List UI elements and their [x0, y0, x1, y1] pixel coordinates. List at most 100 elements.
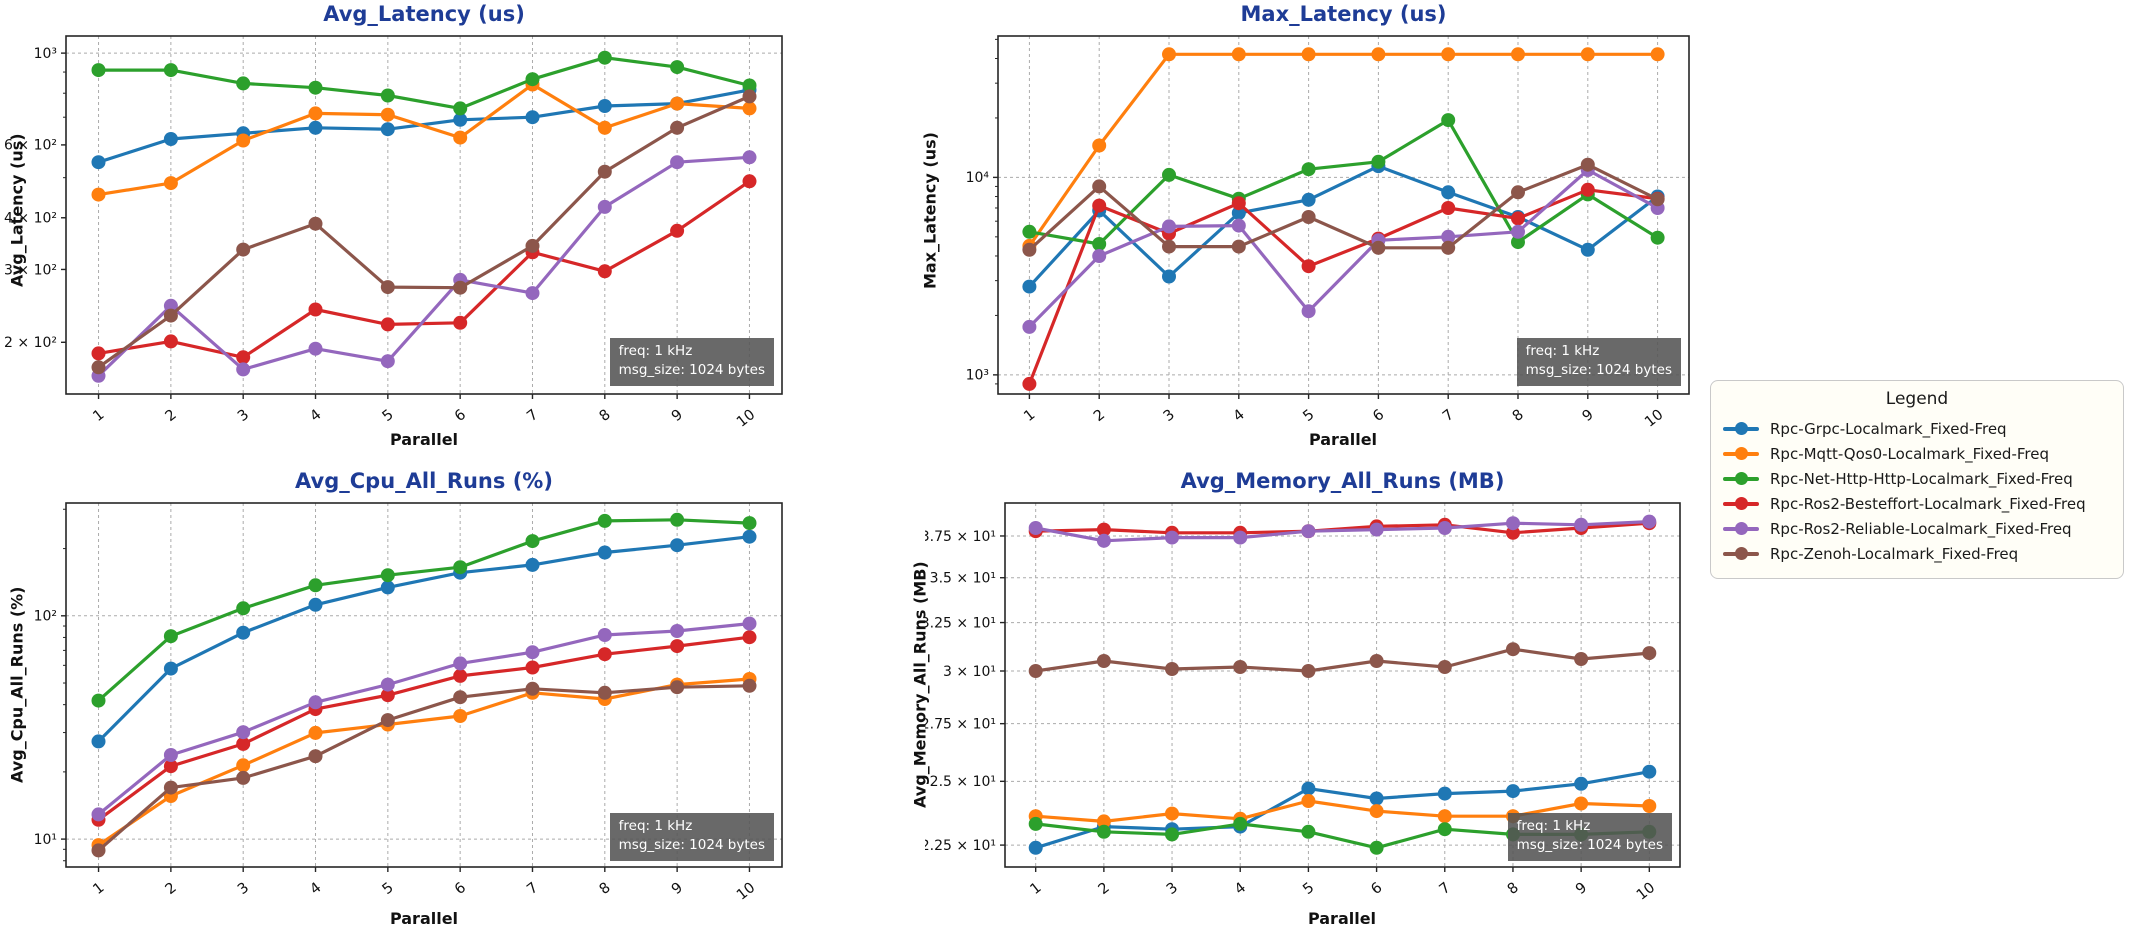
y-tick-label: 3 × 10²: [4, 262, 57, 278]
data-point: [1437, 786, 1452, 801]
chart-title: Avg_Memory_All_Runs (MB): [1180, 469, 1505, 493]
data-point: [1650, 47, 1665, 62]
data-point: [1165, 530, 1179, 545]
data-point: [597, 50, 612, 65]
data-point: [1511, 185, 1525, 200]
y-axis-label: Avg_Cpu_All_Runs (%): [7, 586, 27, 783]
data-point: [91, 63, 106, 78]
data-point: [1506, 525, 1520, 540]
data-point: [453, 112, 468, 127]
data-point: [1092, 237, 1107, 251]
data-point: [597, 164, 612, 179]
y-tick-label: 3 × 10¹: [943, 664, 996, 680]
x-tick-label: 9: [1573, 880, 1590, 898]
data-point: [525, 534, 540, 549]
data-point: [1231, 239, 1246, 254]
x-tick-label: 6: [1370, 407, 1387, 425]
data-point: [308, 106, 323, 121]
data-point: [670, 223, 685, 238]
data-point: [91, 346, 106, 361]
x-tick-label: 9: [669, 407, 686, 425]
chart-avg-latency: Avg_Latency (us) 1 2 3 4 5 6 7 8 9 10 10³ 6 × 10² 4 …: [0, 0, 800, 455]
data-point: [1441, 113, 1456, 128]
y-tick-label: 4 × 10²: [4, 211, 57, 227]
data-point: [453, 560, 468, 575]
data-point: [308, 302, 323, 317]
data-point: [236, 76, 251, 91]
series: [1022, 182, 1665, 391]
data-point: [163, 759, 178, 774]
data-point: [1233, 816, 1248, 831]
data-point: [453, 668, 468, 683]
x-tick-label: 7: [1440, 407, 1457, 425]
data-point: [1580, 157, 1595, 172]
x-tick-label: 3: [235, 407, 252, 425]
data-point: [308, 341, 323, 356]
data-point: [597, 99, 612, 113]
data-point: [1441, 185, 1456, 200]
data-point: [380, 317, 395, 332]
data-point: [380, 688, 395, 703]
data-point: [236, 758, 251, 773]
data-point: [236, 133, 251, 148]
data-point: [597, 199, 612, 214]
x-tick-label: 6: [452, 407, 469, 425]
data-point: [1165, 806, 1179, 821]
data-point: [742, 78, 757, 93]
x-tick-label: 9: [669, 880, 686, 898]
data-point: [380, 122, 395, 137]
x-tick-label: 5: [1300, 880, 1317, 898]
series: [1028, 642, 1657, 678]
data-point: [163, 176, 178, 191]
x-tick-label: 2: [1091, 407, 1108, 425]
x-axis-label: Parallel: [389, 430, 459, 449]
data-point: [308, 749, 323, 764]
plot-border: [65, 35, 783, 395]
data-point: [1233, 530, 1248, 545]
data-point: [163, 748, 178, 762]
data-point: [1028, 521, 1043, 535]
series: [91, 616, 757, 822]
data-point: [1022, 242, 1037, 257]
y-axis-label: Max_Latency (us): [920, 132, 940, 289]
line-dot-marker-icon: [1723, 547, 1759, 560]
data-point: [597, 685, 612, 700]
data-point: [236, 242, 251, 257]
data-point: [525, 72, 540, 87]
data-point: [670, 680, 685, 695]
y-tick-label: 2.5 × 10¹: [930, 774, 996, 790]
legend-entry-ros2-besteffort: Rpc-Ros2-Besteffort-Localmark_Fixed-Freq: [1723, 491, 2111, 516]
data-point: [1369, 654, 1384, 668]
data-point: [1574, 652, 1589, 666]
x-tick-label: 4: [1232, 880, 1249, 898]
x-tick-label: 3: [235, 880, 252, 898]
legend-entry-label: Rpc-Mqtt-Qos0-Localmark_Fixed-Freq: [1770, 444, 2049, 463]
y-tick-label: 3.5 × 10¹: [930, 571, 996, 587]
data-point: [742, 616, 757, 631]
data-point: [1096, 824, 1111, 839]
data-point: [380, 88, 395, 103]
data-point: [1233, 660, 1248, 674]
data-point: [1437, 809, 1452, 824]
x-tick-label: 1: [90, 880, 107, 898]
data-point: [308, 120, 323, 135]
data-point: [525, 286, 540, 301]
data-point: [1369, 840, 1384, 855]
data-point: [380, 580, 395, 595]
x-tick-label: 2: [163, 407, 180, 425]
data-point: [742, 101, 757, 116]
data-point: [1371, 47, 1386, 62]
data-point: [91, 360, 106, 375]
plot-border: [1004, 502, 1681, 868]
annotation-msg-size: msg_size: 1024 bytes: [1516, 837, 1663, 854]
data-point: [1162, 269, 1176, 284]
y-tick-label: 3.75 × 10¹: [925, 529, 996, 545]
series: [1022, 47, 1665, 253]
data-point: [670, 155, 685, 170]
data-point: [453, 315, 468, 330]
data-point: [308, 80, 323, 95]
data-point: [1092, 198, 1107, 213]
data-point: [1028, 664, 1043, 678]
annotation-freq: freq: 1 kHz: [618, 342, 693, 359]
data-point: [236, 725, 251, 740]
